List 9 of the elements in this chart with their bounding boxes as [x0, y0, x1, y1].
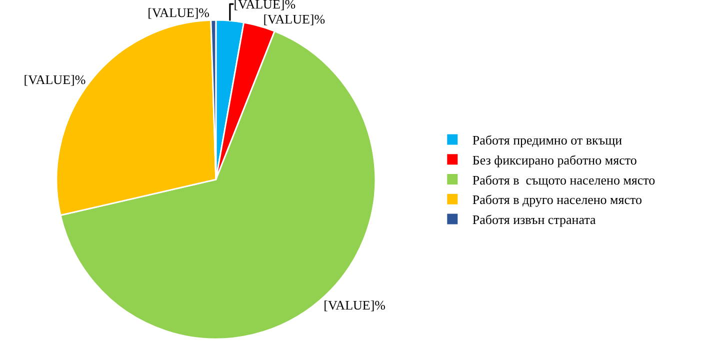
data-label: [VALUE]% [263, 12, 326, 27]
data-label: [VALUE]% [324, 297, 386, 312]
data-label: [VALUE]% [148, 5, 210, 20]
data-label: [VALUE]% [24, 72, 86, 87]
legend-label: Работя в същото населено място [472, 172, 656, 188]
legend-label: Без фиксирано работно място [472, 152, 637, 168]
legend-label: Работя в друго населено място [472, 192, 642, 208]
legend-label: Работя предимно от вкъщи [472, 132, 622, 148]
legend-label: Работя извън страната [472, 212, 596, 228]
